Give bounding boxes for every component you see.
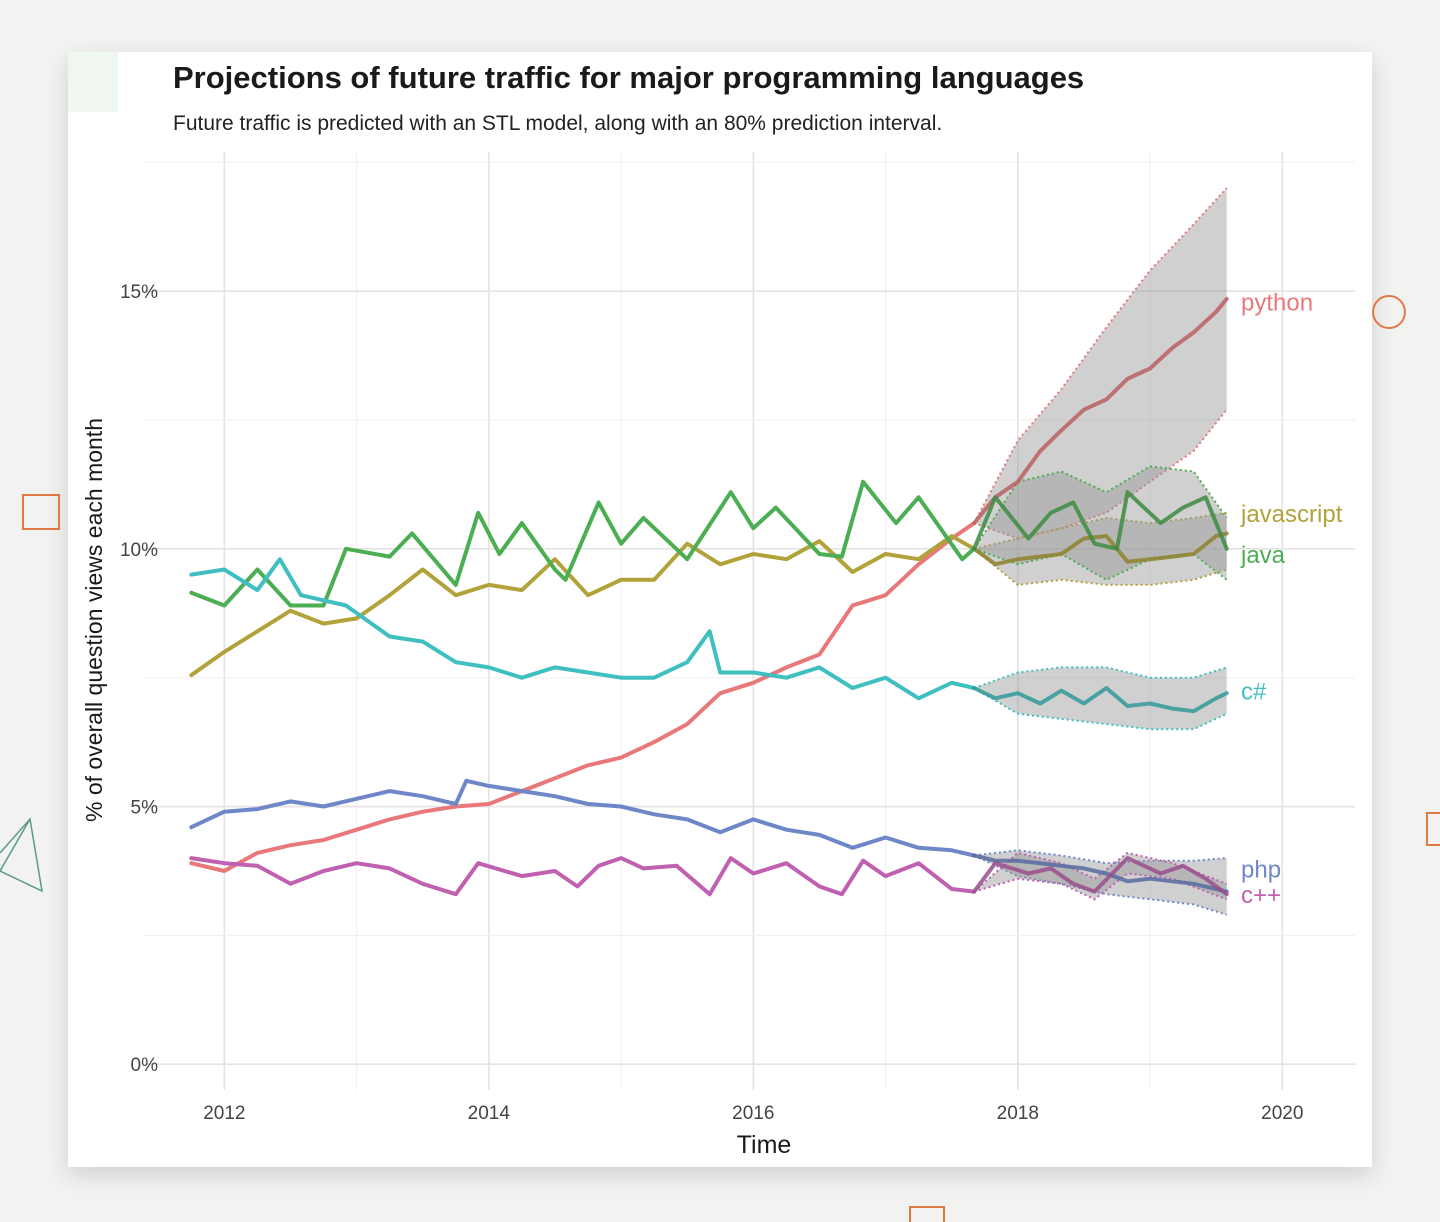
y-tick-label: 10%	[120, 540, 158, 561]
interval-java	[974, 466, 1227, 580]
interval-lower-c#	[973, 687, 1228, 731]
interval-upper-javascript	[973, 511, 1227, 550]
circle-outline-deco	[1372, 295, 1406, 329]
series-line-javascript	[189, 534, 977, 678]
interval-lower-c++	[973, 872, 1228, 901]
y-tick-label: 0%	[131, 1055, 159, 1076]
x-tick-label: 2014	[468, 1103, 511, 1124]
square-outline-deco-right	[1426, 812, 1440, 846]
interval-lower-python	[973, 409, 1228, 540]
series-line-java	[189, 479, 977, 608]
x-tick-label: 2012	[203, 1103, 245, 1124]
forecast-line-c#	[972, 686, 1229, 714]
chart-card	[68, 52, 1372, 1167]
x-tick-label: 2016	[732, 1103, 774, 1124]
series-label-python: python	[1241, 289, 1313, 316]
forecast-line-java	[972, 490, 1229, 551]
series-label-c#: c#	[1241, 679, 1267, 706]
interval-upper-c#	[973, 666, 1227, 689]
series-label-javascript: javascript	[1240, 501, 1343, 528]
x-axis-label: Time	[737, 1131, 792, 1159]
series-label-java: java	[1240, 542, 1286, 569]
series-line-python	[189, 521, 977, 873]
gridlines	[145, 152, 1355, 1090]
series-lines	[189, 296, 1229, 897]
interval-c#	[974, 667, 1227, 730]
interval-python	[974, 188, 1227, 539]
x-axis-ticks: 2012 2014 2016 2018 2020	[203, 1103, 1303, 1124]
y-axis-ticks: 0% 5% 10% 15%	[120, 282, 158, 1076]
series-line-c++	[189, 856, 977, 897]
chart-subtitle: Future traffic is predicted with an STL …	[173, 112, 943, 135]
forecast-line-php	[972, 853, 1229, 894]
square-outline-deco-bottom	[909, 1206, 945, 1222]
series-line-c#	[189, 557, 977, 701]
forecast-line-c++	[972, 856, 1229, 897]
interval-upper-php	[973, 849, 1227, 865]
square-outline-deco	[22, 494, 60, 530]
forecast-line-python	[972, 296, 1229, 526]
prediction-intervals	[973, 187, 1228, 916]
interval-php	[974, 850, 1227, 915]
interval-javascript	[974, 512, 1227, 585]
y-tick-label: 5%	[131, 798, 159, 819]
chart-title: Projections of future traffic for major …	[173, 60, 1085, 95]
y-tick-label: 15%	[120, 282, 158, 303]
series-label-php: php	[1241, 856, 1281, 883]
interval-lower-javascript	[973, 548, 1227, 586]
triangle-outline-deco	[0, 817, 43, 893]
interval-lower-php	[973, 854, 1227, 916]
series-line-php	[189, 778, 977, 858]
forecast-line-javascript	[972, 531, 1229, 567]
card-corner-tab	[68, 52, 118, 112]
y-axis-label: % of overall question views each month	[81, 418, 107, 822]
series-label-c++: c++	[1241, 882, 1281, 909]
x-tick-label: 2020	[1261, 1103, 1303, 1124]
x-tick-label: 2018	[997, 1103, 1039, 1124]
